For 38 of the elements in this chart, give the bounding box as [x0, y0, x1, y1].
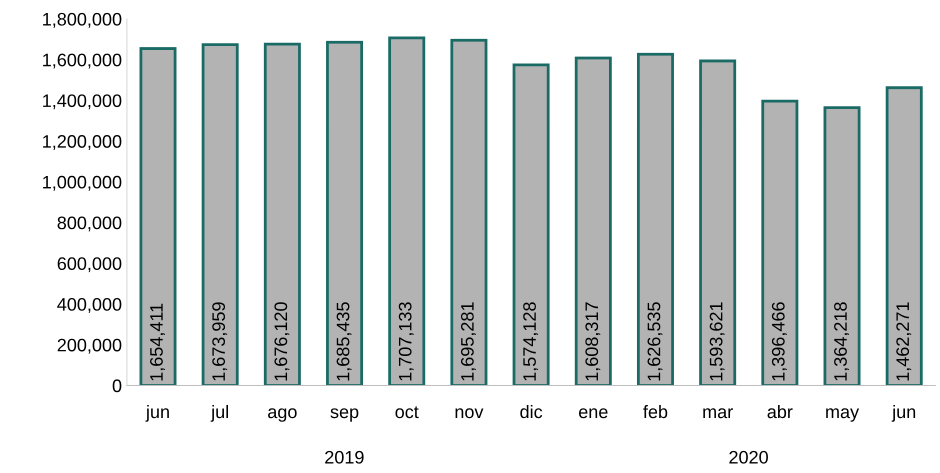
y-tick-label: 600,000 [58, 257, 122, 272]
y-tick-label: 400,000 [57, 298, 122, 313]
x-tick-label: dic [520, 404, 542, 418]
y-tick-label: 800,000 [58, 216, 122, 232]
x-tick-label: ago [268, 408, 297, 422]
x-tick-label: nov [456, 408, 484, 418]
x-tick-label: mar [703, 408, 733, 418]
data-label: 1,673,959 [212, 302, 228, 380]
y-tick-label: 0 [112, 379, 122, 392]
data-label: 1,695,281 [460, 302, 476, 380]
data-label: 1,685,435 [336, 302, 352, 380]
x-tick-label: jun [146, 404, 169, 422]
text: 2019 [325, 450, 364, 464]
text: 2020 [729, 450, 768, 464]
y-tick-label: 1,000,000 [43, 176, 122, 191]
data-label: 1,462,271 [896, 302, 912, 380]
x-tick-label: oct [395, 406, 419, 418]
y-tick-label: 200,000 [58, 338, 122, 354]
data-label: 1,593,621 [710, 302, 725, 380]
x-tick-label: ene [578, 408, 608, 418]
data-label: 1,707,133 [398, 302, 414, 380]
x-tick-label: jun [892, 404, 916, 422]
y-tick-label: 1,600,000 [43, 54, 122, 69]
x-tick-label: sep [330, 408, 358, 422]
data-label: 1,574,128 [523, 302, 538, 380]
y-tick-label: 1,800,000 [43, 12, 122, 28]
data-label: 1,364,218 [834, 302, 850, 380]
x-tick-label: jul [210, 404, 228, 422]
data-label: 1,676,120 [274, 302, 290, 380]
y-tick-label: 1,200,000 [43, 135, 122, 150]
data-label: 1,396,466 [772, 302, 787, 380]
data-label: 1,608,317 [585, 302, 600, 380]
x-tick-label: feb [643, 404, 668, 418]
data-label: 1,626,535 [648, 302, 662, 380]
data-label: 1,654,411 [150, 304, 165, 380]
x-tick-label: abr [768, 404, 793, 418]
y-tick-label: 1,400,000 [43, 94, 122, 110]
x-tick-label: may [826, 408, 860, 422]
